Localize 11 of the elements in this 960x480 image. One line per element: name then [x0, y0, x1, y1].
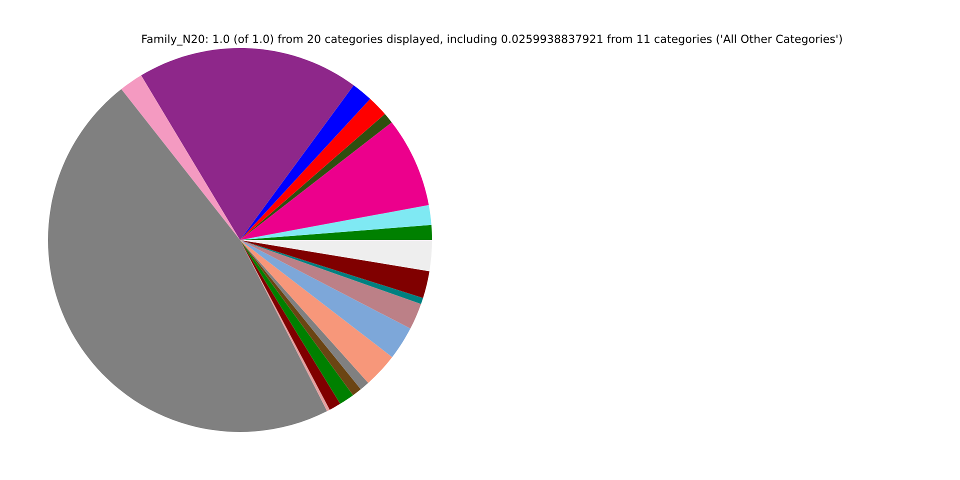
pie-slice [240, 240, 422, 329]
pie-slice [141, 48, 354, 240]
pie-slice [240, 240, 432, 272]
pie-slice [240, 240, 410, 358]
pie-slice [240, 85, 370, 240]
pie-slice [240, 122, 429, 240]
pie-slice [121, 75, 240, 240]
pie-slice [240, 224, 432, 240]
pie-slice [240, 240, 392, 383]
pie-slice [240, 204, 432, 240]
text: Family_N20: 1.0 (of 1.0) from 20 categories displayed, including 0.0259938837921 from 11 categories ('All Other Categories') [142, 34, 842, 46]
